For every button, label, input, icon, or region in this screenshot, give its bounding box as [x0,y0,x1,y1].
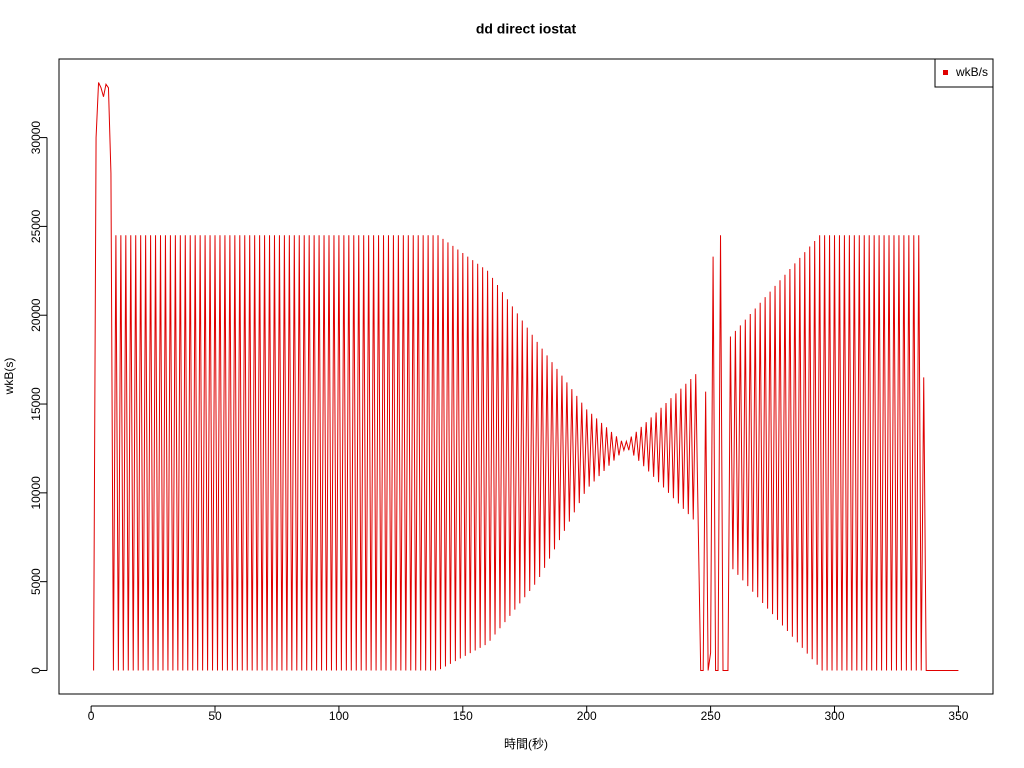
x-tick-label: 300 [824,709,844,723]
y-axis-label: wkB(s) [2,358,16,396]
legend-label: wkB/s [955,65,988,79]
x-axis-label: 時間(秒) [504,737,548,751]
x-tick-label: 350 [948,709,968,723]
x-tick-label: 0 [88,709,95,723]
x-tick-label: 50 [208,709,222,723]
x-tick-label: 200 [577,709,597,723]
plot-frame [58,58,994,695]
chart-title: dd direct iostat [476,21,577,37]
y-tick-label: 0 [29,667,43,674]
y-tick-label: 5000 [29,568,43,595]
x-tick-label: 150 [453,709,473,723]
legend-swatch [943,70,948,75]
data-line [93,82,959,671]
y-tick-label: 30000 [29,121,43,155]
x-tick-label: 250 [701,709,721,723]
y-tick-label: 15000 [29,387,43,421]
y-tick-label: 10000 [29,476,43,510]
y-tick-label: 25000 [29,209,43,243]
x-tick-label: 100 [329,709,349,723]
y-tick-label: 20000 [29,298,43,332]
